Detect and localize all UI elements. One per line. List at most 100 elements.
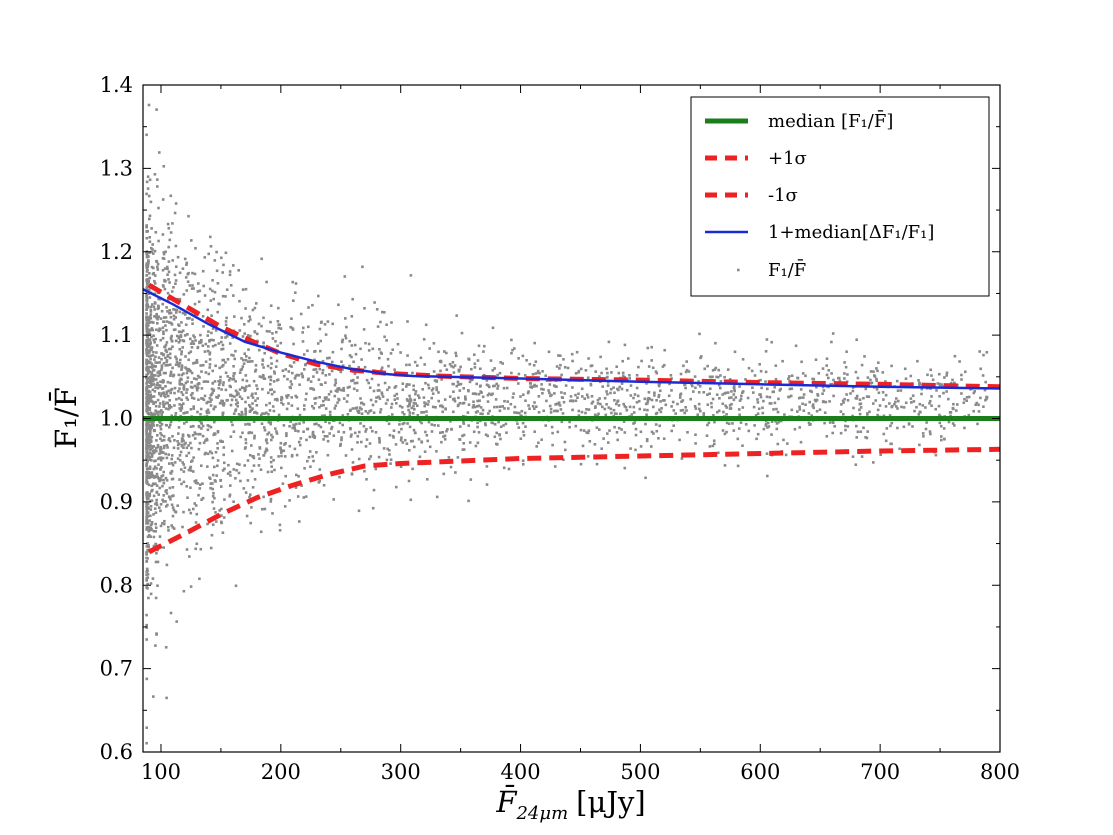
scatter-point bbox=[145, 579, 148, 582]
scatter-point bbox=[147, 408, 151, 411]
scatter-point bbox=[210, 451, 214, 455]
scatter-point bbox=[178, 387, 181, 390]
scatter-point bbox=[178, 297, 182, 301]
scatter-point bbox=[174, 316, 178, 319]
scatter-point bbox=[482, 350, 485, 353]
scatter-point bbox=[264, 449, 268, 452]
scatter-point bbox=[297, 429, 300, 433]
scatter-point bbox=[934, 453, 938, 457]
scatter-point bbox=[846, 399, 850, 402]
scatter-point bbox=[253, 436, 256, 440]
scatter-point bbox=[170, 477, 174, 481]
scatter-point bbox=[461, 434, 464, 438]
scatter-point bbox=[260, 507, 264, 511]
scatter-point bbox=[554, 385, 557, 388]
scatter-point bbox=[472, 430, 476, 433]
scatter-point bbox=[161, 498, 164, 502]
scatter-point bbox=[174, 355, 177, 359]
scatter-point bbox=[462, 442, 465, 445]
scatter-point bbox=[505, 386, 509, 390]
scatter-point bbox=[379, 320, 382, 324]
scatter-point bbox=[753, 374, 757, 377]
scatter-point bbox=[513, 347, 516, 350]
scatter-point bbox=[185, 261, 189, 265]
scatter-point bbox=[537, 411, 541, 414]
scatter-point bbox=[146, 265, 150, 268]
scatter-point bbox=[521, 421, 525, 425]
scatter-point bbox=[823, 421, 826, 425]
scatter-point bbox=[496, 384, 500, 388]
scatter-point bbox=[212, 297, 215, 301]
scatter-point bbox=[206, 522, 209, 526]
scatter-point bbox=[174, 244, 178, 248]
scatter-point bbox=[896, 407, 899, 410]
scatter-point bbox=[253, 434, 256, 438]
scatter-point bbox=[671, 400, 675, 404]
scatter-point bbox=[145, 389, 148, 393]
scatter-point bbox=[273, 390, 276, 394]
x-tick-label: 400 bbox=[501, 760, 541, 784]
scatter-point bbox=[294, 291, 297, 294]
scatter-point bbox=[157, 463, 160, 466]
scatter-point bbox=[350, 355, 353, 359]
scatter-point bbox=[849, 392, 852, 395]
scatter-point bbox=[386, 447, 389, 451]
scatter-point bbox=[464, 397, 467, 400]
scatter-point bbox=[148, 376, 152, 380]
scatter-point bbox=[549, 411, 553, 414]
scatter-point bbox=[145, 436, 149, 439]
scatter-point bbox=[796, 376, 799, 380]
scatter-point bbox=[352, 387, 356, 391]
scatter-point bbox=[209, 299, 213, 302]
scatter-point bbox=[153, 365, 156, 368]
scatter-point bbox=[208, 352, 211, 356]
scatter-point bbox=[167, 529, 170, 532]
scatter-point bbox=[169, 372, 173, 376]
scatter-point bbox=[323, 435, 327, 438]
scatter-point bbox=[147, 483, 151, 487]
scatter-point bbox=[294, 429, 297, 432]
scatter-point bbox=[600, 447, 603, 450]
scatter-point bbox=[180, 398, 183, 402]
scatter-point bbox=[152, 483, 155, 486]
scatter-point bbox=[470, 378, 474, 381]
scatter-point bbox=[929, 432, 932, 436]
scatter-point bbox=[154, 337, 157, 341]
scatter-point bbox=[246, 459, 250, 462]
scatter-point bbox=[865, 395, 869, 398]
scatter-point bbox=[979, 396, 982, 400]
scatter-point bbox=[248, 410, 252, 413]
scatter-point bbox=[459, 382, 463, 386]
scatter-point bbox=[951, 406, 955, 410]
scatter-point bbox=[181, 346, 184, 349]
scatter-point bbox=[206, 408, 210, 412]
scatter-point bbox=[148, 365, 152, 369]
scatter-point bbox=[211, 482, 214, 485]
scatter-point bbox=[645, 438, 649, 441]
scatter-point bbox=[254, 399, 257, 402]
scatter-point bbox=[159, 467, 162, 471]
scatter-point bbox=[152, 467, 156, 471]
scatter-point bbox=[180, 365, 184, 369]
scatter-point bbox=[194, 504, 198, 507]
scatter-point bbox=[606, 380, 610, 384]
scatter-point bbox=[768, 402, 772, 405]
scatter-point bbox=[433, 424, 436, 427]
scatter-point bbox=[283, 505, 287, 508]
scatter-point bbox=[289, 420, 292, 423]
scatter-point bbox=[145, 506, 148, 509]
scatter-point bbox=[396, 342, 400, 346]
scatter-point bbox=[560, 391, 563, 394]
scatter-point bbox=[740, 394, 743, 398]
scatter-point bbox=[162, 435, 166, 438]
scatter-point bbox=[652, 432, 655, 435]
scatter-point bbox=[568, 420, 571, 424]
scatter-point bbox=[238, 395, 242, 398]
scatter-point bbox=[804, 403, 807, 406]
scatter-point bbox=[912, 400, 916, 403]
scatter-point bbox=[650, 445, 653, 448]
scatter-point bbox=[424, 323, 428, 327]
scatter-point bbox=[708, 392, 711, 395]
scatter-point bbox=[257, 322, 261, 326]
scatter-point bbox=[380, 366, 384, 369]
